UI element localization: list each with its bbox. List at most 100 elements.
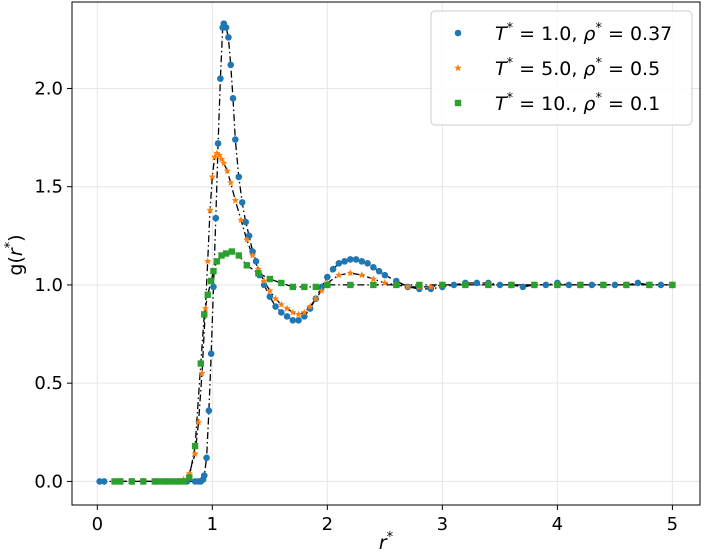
data-point: [312, 283, 320, 291]
data-point: [358, 258, 366, 265]
data-point: [329, 265, 337, 273]
data-point: [289, 308, 297, 316]
data-point: [210, 267, 217, 275]
data-point: [294, 310, 303, 318]
data-point: [180, 478, 187, 485]
data-point: [208, 173, 216, 180]
data-point: [204, 257, 212, 265]
data-point: [214, 140, 222, 147]
data-point: [242, 218, 249, 226]
data-point: [235, 252, 242, 259]
data-point: [225, 34, 232, 41]
data-point: [117, 478, 124, 485]
data-point: [646, 281, 653, 289]
data-point: [462, 281, 469, 289]
data-point: [206, 206, 214, 214]
data-point: [324, 273, 331, 281]
data-point: [370, 263, 377, 271]
data-point: [111, 478, 118, 485]
data-point: [200, 472, 208, 479]
data-point: [542, 281, 550, 289]
data-point: [249, 248, 256, 255]
data-point: [508, 281, 515, 289]
data-point: [191, 450, 199, 457]
data-point: [266, 275, 274, 283]
data-point: [198, 369, 206, 377]
data-point: [266, 293, 274, 301]
data-point: [341, 258, 348, 265]
data-point: [212, 214, 220, 222]
x-tick-label: 3: [437, 514, 448, 535]
data-point: [140, 478, 147, 485]
data-point: [266, 287, 274, 294]
data-point: [174, 478, 182, 485]
data-point: [243, 262, 251, 269]
y-tick-label: 0.5: [34, 373, 63, 394]
x-axis-title: r*: [379, 530, 394, 554]
data-point: [207, 277, 215, 285]
data-point: [346, 269, 354, 277]
data-point: [358, 271, 366, 279]
data-point: [211, 153, 219, 161]
data-point: [218, 252, 225, 259]
data-point: [201, 311, 208, 318]
data-point: [289, 317, 297, 324]
data-point: [611, 281, 619, 289]
data-point: [222, 24, 230, 31]
data-point: [245, 232, 253, 240]
data-point: [364, 260, 371, 267]
data-point: [393, 281, 400, 289]
data-point: [352, 256, 360, 263]
legend-box: [430, 10, 693, 126]
y-tick-label: 2.0: [34, 78, 63, 99]
data-point: [381, 279, 389, 287]
data-point: [427, 283, 435, 290]
data-point: [531, 281, 538, 289]
x-tick-label: 4: [552, 514, 563, 535]
data-point: [370, 281, 377, 289]
legend-entry-3: T* = 10., ρ* = 0.1: [495, 91, 660, 115]
data-point: [272, 303, 279, 310]
data-point: [519, 283, 527, 291]
data-points: [96, 20, 677, 485]
data-point: [100, 478, 108, 485]
data-point: [252, 258, 260, 265]
data-point: [588, 281, 596, 289]
data-point: [163, 478, 170, 485]
data-point: [416, 281, 423, 289]
data-point: [227, 61, 235, 69]
data-point: [204, 291, 211, 298]
data-point: [243, 235, 251, 243]
data-point: [312, 294, 320, 302]
data-point: [335, 271, 343, 279]
data-point: [260, 277, 268, 285]
data-point: [283, 313, 291, 320]
data-point: [404, 283, 412, 290]
data-point: [277, 300, 285, 308]
legend-entry-1: T* = 1.0, ρ* = 0.37: [495, 21, 672, 45]
data-point: [203, 454, 210, 462]
data-point: [289, 283, 297, 291]
data-point: [201, 304, 210, 312]
data-point: [335, 260, 343, 267]
data-point: [227, 178, 235, 186]
data-point: [228, 248, 236, 255]
data-point: [231, 196, 239, 204]
data-point: [317, 287, 326, 294]
data-point: [186, 474, 193, 481]
data-point: [439, 281, 446, 289]
data-point: [220, 159, 228, 167]
data-point: [213, 258, 221, 265]
data-point: [229, 94, 237, 102]
data-point: [318, 283, 325, 291]
data-point: [223, 167, 231, 175]
data-point: [577, 281, 584, 289]
data-point: [347, 256, 354, 263]
x-tick-label: 0: [92, 514, 103, 535]
data-point: [300, 308, 308, 316]
data-point: [381, 271, 389, 279]
ticks: 0 1 2 3 4 5 0.0 0.5 1.0 1.5 2.0: [34, 78, 678, 535]
data-point: [324, 281, 331, 289]
data-point: [248, 251, 257, 259]
